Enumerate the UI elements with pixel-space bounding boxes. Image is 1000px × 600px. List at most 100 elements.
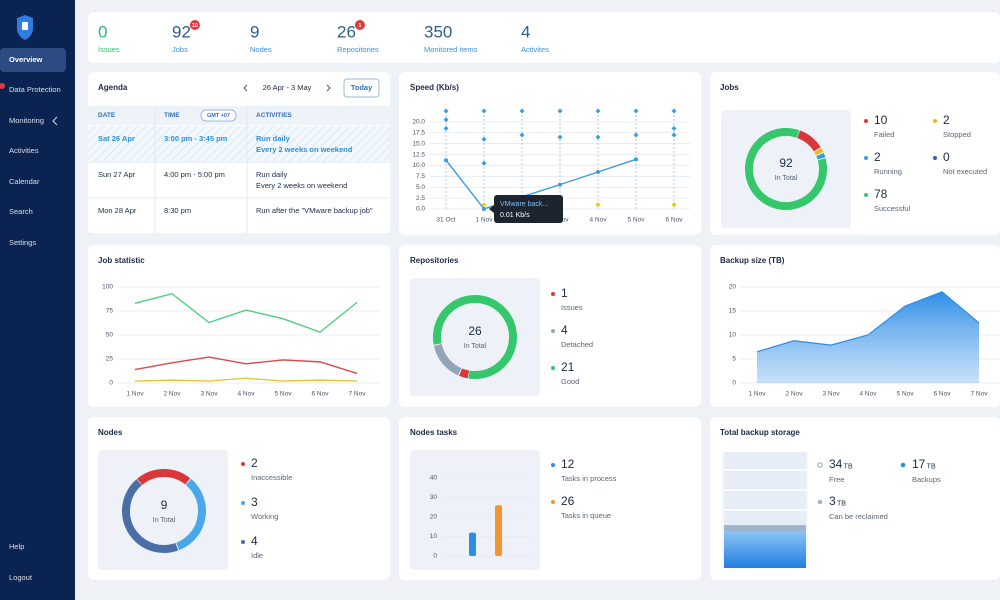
y-tick-label: 0.0 <box>416 206 425 213</box>
legend-dot <box>864 193 868 197</box>
nav-active <box>0 48 66 72</box>
legend-label: Idle <box>251 551 263 560</box>
donut-segment <box>122 469 206 553</box>
table-header <box>88 106 390 125</box>
y-tick-label: 15 <box>729 308 737 315</box>
nav-item[interactable]: Help <box>9 542 24 551</box>
legend-label: Failed <box>874 130 894 139</box>
bar <box>469 532 476 556</box>
legend-label: Tasks in queue <box>561 511 611 520</box>
legend-value: 34 <box>829 457 843 471</box>
donut-total-label: In Total <box>464 343 487 350</box>
legend-value: 21 <box>561 360 575 374</box>
y-tick-label: 0 <box>109 380 113 387</box>
point <box>558 182 562 187</box>
nav-item[interactable]: Activities <box>9 146 39 155</box>
legend-unit: TB <box>927 463 936 470</box>
diamond <box>443 108 449 114</box>
stat-label: Nodes <box>250 45 272 54</box>
sidebar <box>0 0 75 600</box>
legend-dot <box>864 156 868 160</box>
point <box>444 158 448 163</box>
diamond <box>481 202 487 208</box>
date-range: 26 Apr - 3 May <box>263 83 312 92</box>
agenda-activity: Every 2 weeks on weekend <box>256 145 353 154</box>
nav-item[interactable]: Data Protection <box>9 85 61 94</box>
x-tick-label: 4 Nov <box>238 391 256 398</box>
area <box>757 291 979 383</box>
legend-dot <box>933 156 937 160</box>
diamond <box>557 108 563 114</box>
legend-dot <box>241 462 245 466</box>
agenda-date: Sat 26 Apr <box>98 134 135 143</box>
stat-label: Activites <box>521 45 549 54</box>
stat-line <box>134 292 358 333</box>
y-tick-label: 50 <box>106 332 114 339</box>
legend-value: 0 <box>943 150 950 164</box>
x-tick-label: 3 Nov <box>823 391 841 398</box>
storage-segment <box>724 452 806 526</box>
legend-value: 1 <box>561 286 568 300</box>
card-title: Job statistic <box>98 256 145 265</box>
prev-arrow[interactable] <box>243 84 248 92</box>
y-tick-label: 10.0 <box>412 162 425 169</box>
diamond <box>633 108 639 114</box>
nav-item[interactable]: Settings <box>9 238 36 247</box>
legend-dot <box>817 499 823 505</box>
y-tick-label: 5 <box>732 356 736 363</box>
y-tick-label: 5.0 <box>416 184 425 191</box>
donut-total: 9 <box>161 498 168 512</box>
card <box>399 72 701 235</box>
diamond <box>481 160 487 166</box>
legend-value: 10 <box>874 113 888 127</box>
y-tick-label: 2.5 <box>416 195 425 202</box>
y-tick-label: 100 <box>102 284 113 291</box>
card-title: Total backup storage <box>720 428 800 437</box>
y-tick-label: 20.0 <box>412 119 425 126</box>
diamond <box>481 108 487 114</box>
today-button[interactable] <box>343 78 380 98</box>
x-tick-label: 6 Nov <box>934 391 952 398</box>
legend-value: 2 <box>251 456 258 470</box>
nav-item[interactable]: Monitoring <box>9 116 44 125</box>
legend-label: Detached <box>561 340 593 349</box>
nav-item[interactable]: Logout <box>9 573 33 582</box>
point <box>482 206 486 211</box>
column-header: DATE <box>98 112 116 119</box>
nav-item[interactable]: Calendar <box>9 177 40 186</box>
bar <box>495 505 502 556</box>
y-tick-label: 0 <box>732 380 736 387</box>
diamond <box>671 125 677 131</box>
timezone-badge <box>200 109 237 122</box>
x-tick-label: 1 Nov <box>127 391 145 398</box>
legend-dot <box>551 463 555 467</box>
legend-value: 4 <box>561 323 568 337</box>
x-tick-label: 4 Nov <box>860 391 878 398</box>
legend-label: Issues <box>561 303 583 312</box>
diamond <box>519 132 525 138</box>
tooltip <box>494 194 563 223</box>
agenda-activity: Run daily <box>256 134 291 143</box>
donut-panel <box>98 450 228 570</box>
legend-dot <box>864 119 868 123</box>
card-title: Backup size (TB) <box>720 256 785 265</box>
next-arrow[interactable] <box>326 84 331 92</box>
diamond <box>519 108 525 114</box>
y-tick-label: 75 <box>106 308 114 315</box>
diamond <box>595 134 601 140</box>
nav-item[interactable]: Search <box>9 207 33 216</box>
column-header: TIME <box>164 112 180 119</box>
legend-value: 12 <box>561 457 575 471</box>
y-tick-label: 40 <box>430 475 438 482</box>
x-tick-label: 1 Nov <box>476 217 494 224</box>
donut-total-label: In Total <box>153 517 176 524</box>
agenda-date: Mon 28 Apr <box>98 206 137 215</box>
donut-total: 92 <box>779 156 793 170</box>
y-tick-label: 20 <box>729 284 737 291</box>
today-label: Today <box>351 83 373 92</box>
stat-label: Jobs <box>172 45 188 54</box>
x-tick-label: 6 Nov <box>666 217 684 224</box>
stat-label: Repositories <box>337 45 379 54</box>
nav-item[interactable]: Overview <box>9 55 43 64</box>
